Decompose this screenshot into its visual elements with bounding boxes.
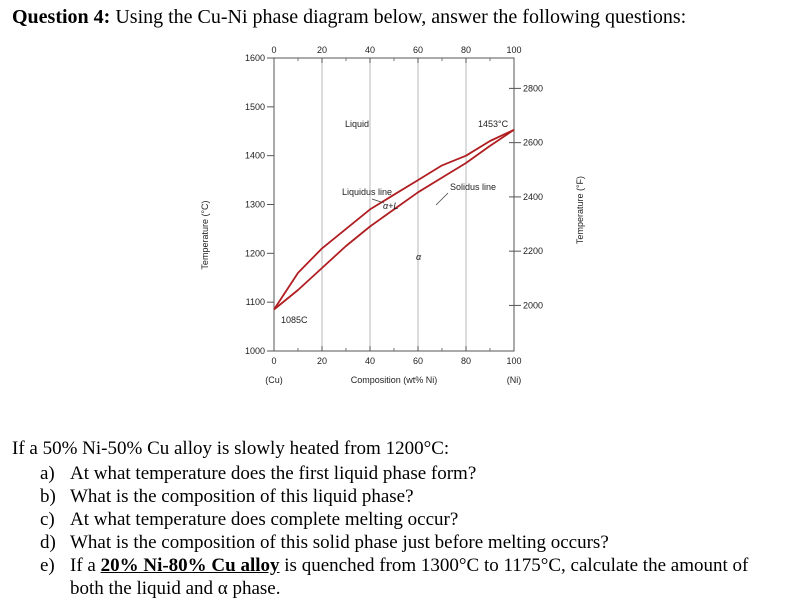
ni-end-label: (Ni): [507, 375, 522, 385]
phase-curves: [273, 128, 515, 311]
cu-melting-point-label: 1085C: [281, 315, 308, 325]
x-tick-label-bottom: 0: [271, 356, 276, 366]
grid: [321, 58, 467, 351]
question-label: d): [40, 532, 56, 553]
ni-melting-point-label: 1453°C: [478, 119, 509, 129]
liquidus-pointer: [371, 198, 385, 204]
solidus-pointer: [435, 192, 449, 206]
two-phase-label: α+L: [383, 201, 398, 211]
question-label: a): [40, 463, 55, 484]
question-item: c) At what temperature does complete melt…: [40, 508, 748, 531]
question-text-end: is quenched from 1300°C to 1175°C, calcu…: [279, 555, 749, 576]
question-item: e) If a 20% Ni-80% Cu alloy is quenched f…: [40, 554, 748, 600]
y-tick-label-right: 2200: [523, 246, 543, 256]
question-list: a) At what temperature does the first liq…: [40, 462, 748, 600]
y-tick-label-left: 1200: [245, 248, 265, 258]
y-tick-label-right: 2600: [523, 138, 543, 148]
question-item: d) What is the composition of this solid …: [40, 531, 748, 554]
question-heading: Question 4: Using the Cu-Ni phase diagra…: [12, 6, 686, 29]
question-text: At what temperature does the first liqui…: [70, 463, 477, 484]
question-text: If a 20% Ni-80% Cu alloy is quenched fro…: [70, 554, 748, 577]
alpha-region-label: α: [416, 252, 422, 262]
x-tick-label-bottom: 100: [506, 356, 521, 366]
y-axis-title-right: Temperature (°F): [575, 176, 585, 244]
y-tick-label-left: 1000: [245, 346, 265, 356]
question-label: e): [40, 555, 55, 576]
x-tick-label-bottom: 40: [365, 356, 375, 366]
solidus-label: Solidus line: [450, 182, 496, 192]
x-tick-label-top: 80: [461, 45, 471, 55]
question-item: b) What is the composition of this liquid…: [40, 485, 748, 508]
question-label: b): [40, 486, 56, 507]
y-axis-title-left: Temperature (°C): [200, 200, 210, 269]
y-tick-label-right: 2000: [523, 300, 543, 310]
chart-text: 0 20 40 60 80 1000 20 40 60 80 1001600150014001300…: [245, 45, 543, 366]
x-tick-label-top: 100: [506, 45, 521, 55]
question-text-start: If a: [70, 555, 101, 576]
x-tick-label-top: 60: [413, 45, 423, 55]
question-text: What is the composition of this liquid p…: [70, 486, 414, 507]
question-text: What is the composition of this solid ph…: [70, 532, 609, 553]
y-tick-label-left: 1500: [245, 102, 265, 112]
y-tick-label-left: 1600: [245, 53, 265, 63]
question-item: a) At what temperature does the first liq…: [40, 462, 748, 485]
x-tick-label-top: 20: [317, 45, 327, 55]
y-tick-label-left: 1300: [245, 200, 265, 210]
y-tick-label-right: 2400: [523, 192, 543, 202]
y-tick-label-left: 1100: [246, 297, 265, 307]
y-tick-label-left: 1400: [245, 151, 265, 161]
alloy-composition: 20% Ni-80% Cu alloy: [100, 555, 280, 576]
x-axis-title: Composition (wt% Ni): [351, 375, 438, 385]
x-tick-label-top: 0: [271, 45, 276, 55]
x-tick-label-bottom: 60: [413, 356, 423, 366]
problem-intro: If a 50% Ni-50% Cu alloy is slowly heate…: [12, 438, 450, 459]
cu-end-label: (Cu): [265, 375, 283, 385]
x-tick-label-top: 40: [365, 45, 375, 55]
question-label: c): [40, 509, 55, 530]
question-text-line2: both the liquid and α phase.: [70, 578, 281, 599]
x-tick-label-bottom: 20: [317, 356, 327, 366]
ticks: [267, 57, 521, 352]
solidus-curve: [273, 129, 515, 311]
liquidus-label: Liquidus line: [342, 187, 392, 197]
y-tick-label-right: 2800: [523, 83, 543, 93]
question-text: At what temperature does complete meltin…: [70, 509, 459, 530]
question-text: Using the Cu-Ni phase diagram below, ans…: [110, 6, 687, 28]
liquidus-curve: [273, 128, 515, 310]
liquid-region-label: Liquid: [345, 119, 369, 129]
question-label: Question 4:: [12, 6, 111, 28]
x-tick-label-bottom: 80: [461, 356, 471, 366]
